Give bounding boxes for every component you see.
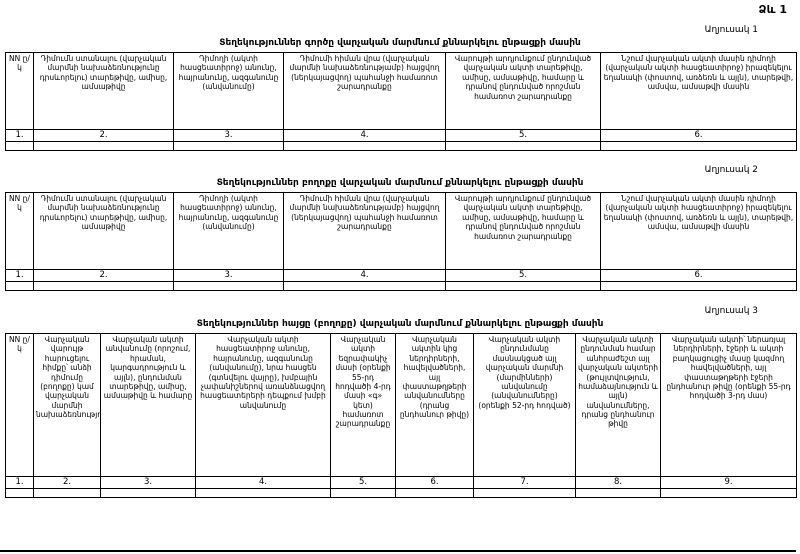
header-cell: Վարչական ակտի՝ ներառյալ ներդիրների, էջեր…	[660, 333, 797, 477]
number-cell: 1.	[5, 269, 34, 282]
header-cell: NN ը/կ	[5, 333, 34, 477]
table-1-title: Տեղեկություններ գործը վարչական մարմնում …	[219, 38, 581, 48]
number-cell: 4.	[283, 269, 446, 282]
table-2-header-row: NN ը/կ Դիմումն ստանալու (վարչական մարմնի…	[5, 192, 797, 270]
table-3-number-row: 1. 2. 3. 4. 5. 6. 7. 8. 9.	[5, 476, 797, 489]
table-1-header-row: NN ը/կ Դիմումն ստանալու (վարչական մարմնի…	[5, 52, 797, 130]
empty-cell	[100, 488, 196, 498]
table-2: NN ը/կ Դիմումն ստանալու (վարչական մարմնի…	[5, 192, 797, 291]
empty-cell	[473, 488, 576, 498]
number-cell: 5.	[445, 129, 601, 142]
empty-cell	[33, 488, 101, 498]
header-cell: Վարչական ակտի ընդունման համար անհրաժեշտ …	[575, 333, 661, 477]
number-cell: 2.	[33, 476, 101, 489]
number-cell: 5.	[445, 269, 601, 282]
header-cell: Վարչական ակտի հասցեատիրոջ անունը, հայրան…	[195, 333, 331, 477]
empty-cell	[33, 281, 174, 291]
form-number-label: Ձև 1	[758, 3, 787, 16]
empty-cell	[600, 281, 797, 291]
table-2-empty-row	[5, 281, 797, 291]
empty-cell	[33, 141, 174, 151]
header-cell: Դիմումն ստանալու (վարչական մարմնի նախաձե…	[33, 192, 174, 270]
number-cell: 1.	[5, 476, 34, 489]
header-cell: Վարչական վարույթ հարուցելու հիմքը՝ անձի …	[33, 333, 101, 477]
number-cell: 6.	[600, 129, 797, 142]
number-cell: 1.	[5, 129, 34, 142]
empty-cell	[5, 281, 34, 291]
header-cell: Դիմումի հիման վրա (վարչական մարմնի նախաձ…	[283, 192, 446, 270]
table-1-label: Աղյուսակ 1	[704, 25, 758, 35]
empty-cell	[660, 488, 797, 498]
header-cell: Վարչական ակտի անվանումը (որոշում, հրաման…	[100, 333, 196, 477]
number-cell: 9.	[660, 476, 797, 489]
empty-cell	[283, 281, 446, 291]
table-2-title: Տեղեկություններ բողոքը վարչական մարմնում…	[216, 178, 584, 188]
number-cell: 6.	[600, 269, 797, 282]
empty-cell	[575, 488, 661, 498]
empty-cell	[5, 141, 34, 151]
empty-cell	[445, 281, 601, 291]
table-1-empty-row	[5, 141, 797, 151]
empty-cell	[173, 281, 284, 291]
table-2-number-row: 1. 2. 3. 4. 5. 6.	[5, 269, 797, 282]
table-3-empty-row	[5, 488, 797, 498]
table-2-label: Աղյուսակ 2	[704, 165, 758, 175]
page-bottom-rule	[0, 550, 796, 552]
empty-cell	[600, 141, 797, 151]
number-cell: 3.	[173, 129, 284, 142]
empty-cell	[5, 488, 34, 498]
header-cell: Վարչական ակտի ընդունմանը մասնակցած այլ վ…	[473, 333, 576, 477]
number-cell: 5.	[330, 476, 396, 489]
header-cell: Դիմումի հիման վրա (վարչական մարմնի նախաձ…	[283, 52, 446, 130]
header-cell: NN ը/կ	[5, 52, 34, 130]
empty-cell	[195, 488, 331, 498]
header-cell: Նշում վարչական ակտի մասին դիմողի (վարչակ…	[600, 52, 797, 130]
header-cell: Դիմողի (ակտի հասցեատիրոջ) անունը, հայրան…	[173, 192, 284, 270]
empty-cell	[330, 488, 396, 498]
number-cell: 3.	[100, 476, 196, 489]
table-3-label: Աղյուսակ 3	[704, 306, 758, 316]
header-cell: Դիմողի (ակտի հասցեատիրոջ) անունը, հայրան…	[173, 52, 284, 130]
number-cell: 3.	[173, 269, 284, 282]
number-cell: 2.	[33, 129, 174, 142]
header-cell: Դիմումն ստանալու (վարչական մարմնի նախաձե…	[33, 52, 174, 130]
number-cell: 4.	[283, 129, 446, 142]
table-1: NN ը/կ Դիմումն ստանալու (վարչական մարմնի…	[5, 52, 797, 151]
empty-cell	[283, 141, 446, 151]
table-3-title: Տեղեկություններ հայցը (բողոքը) վարչական …	[196, 319, 604, 329]
empty-cell	[173, 141, 284, 151]
table-3-header-row: NN ը/կ Վարչական վարույթ հարուցելու հիմքը…	[5, 333, 797, 477]
number-cell: 4.	[195, 476, 331, 489]
header-cell: Վարչական ակտին կից ներդիրների, հավելվածն…	[395, 333, 474, 477]
header-cell: Նշում վարչական ակտի մասին դիմողի (վարչակ…	[600, 192, 797, 270]
number-cell: 2.	[33, 269, 174, 282]
table-3: NN ը/կ Վարչական վարույթ հարուցելու հիմքը…	[5, 333, 797, 498]
header-cell: Վարչական ակտի եզրափակիչ մասի (օրենքի 55-…	[330, 333, 396, 477]
header-cell: NN ը/կ	[5, 192, 34, 270]
header-cell: Վարույթի արդյունքում ընդունված վարչական …	[445, 52, 601, 130]
empty-cell	[445, 141, 601, 151]
header-cell: Վարույթի արդյունքում ընդունված վարչական …	[445, 192, 601, 270]
number-cell: 8.	[575, 476, 661, 489]
number-cell: 7.	[473, 476, 576, 489]
table-1-number-row: 1. 2. 3. 4. 5. 6.	[5, 129, 797, 142]
empty-cell	[395, 488, 474, 498]
number-cell: 6.	[395, 476, 474, 489]
